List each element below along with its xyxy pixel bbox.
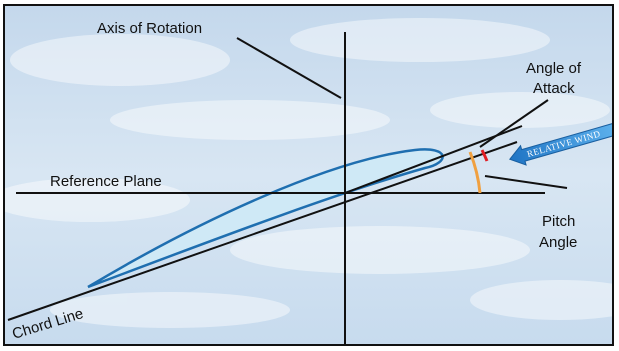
wind-arrow-icon bbox=[509, 123, 612, 166]
diagram-frame bbox=[3, 4, 614, 346]
angle-of-attack-leader bbox=[479, 99, 549, 148]
sky-background bbox=[5, 6, 612, 344]
angle-of-attack-label-line1: Angle of bbox=[526, 60, 582, 77]
pitch-angle-label-line2: Angle bbox=[539, 234, 577, 251]
cloud-texture bbox=[5, 18, 612, 328]
reference-plane-label: Reference Plane bbox=[50, 173, 162, 190]
axis-of-rotation-label: Axis of Rotation bbox=[97, 20, 202, 37]
axis-label-leader bbox=[236, 37, 342, 99]
pitch-angle-leader bbox=[484, 175, 568, 189]
chord-line bbox=[7, 141, 518, 321]
angle-of-attack-label-line2: Attack bbox=[533, 80, 575, 97]
pitch-angle-arc bbox=[468, 151, 482, 194]
angle-of-attack-arc bbox=[480, 149, 489, 162]
pitch-angle-label-line1: Pitch bbox=[542, 213, 575, 230]
